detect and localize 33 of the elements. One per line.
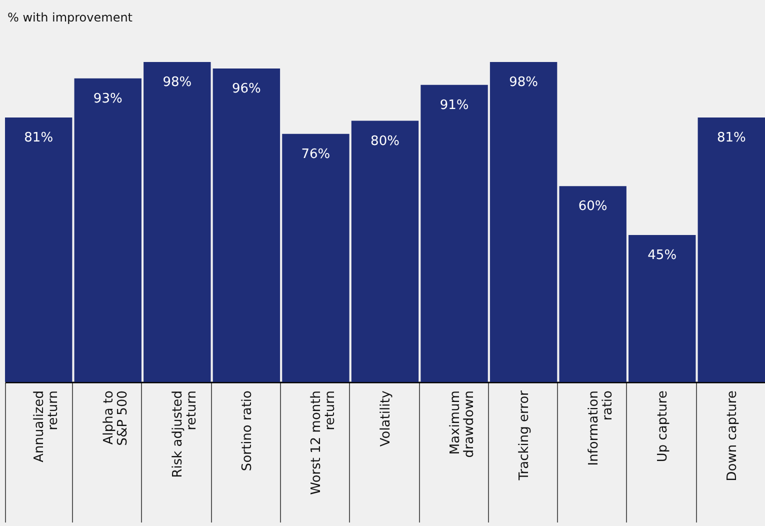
data-label: 81% <box>716 130 746 146</box>
data-label: 96% <box>232 82 261 97</box>
bar <box>559 186 626 382</box>
bar <box>144 62 211 382</box>
x-tick-label: Maximum drawdown <box>448 390 477 458</box>
data-label: 91% <box>440 98 469 113</box>
bar <box>351 120 419 382</box>
bar <box>490 62 558 382</box>
data-label: 98% <box>162 75 192 90</box>
x-tick-label: Volatility <box>378 390 394 447</box>
x-tick-label: Risk adjusted return <box>170 390 200 478</box>
data-label: 45% <box>648 248 677 264</box>
x-tick-label: Information ratio <box>586 390 616 466</box>
bar <box>212 68 280 382</box>
y-axis-title: % with improvement <box>8 10 133 24</box>
bar <box>420 84 488 382</box>
data-label: 80% <box>370 134 400 149</box>
x-tick-label: Tracking error <box>517 390 532 482</box>
bar <box>628 235 696 382</box>
data-label: 98% <box>509 75 538 90</box>
bar <box>74 78 142 382</box>
x-tick-label: Down capture <box>724 390 740 482</box>
x-tick-label: Worst 12 month return <box>309 390 338 495</box>
data-label: 93% <box>93 91 122 106</box>
bar <box>282 134 350 382</box>
bar <box>5 118 72 382</box>
bar <box>698 118 765 382</box>
x-tick-label: Sortino ratio <box>240 390 255 472</box>
x-tick-label: Up capture <box>656 390 671 462</box>
data-label: 76% <box>301 146 330 162</box>
x-tick-label: Annualized return <box>32 390 62 462</box>
data-label: 60% <box>578 199 608 214</box>
data-label: 81% <box>24 130 54 146</box>
